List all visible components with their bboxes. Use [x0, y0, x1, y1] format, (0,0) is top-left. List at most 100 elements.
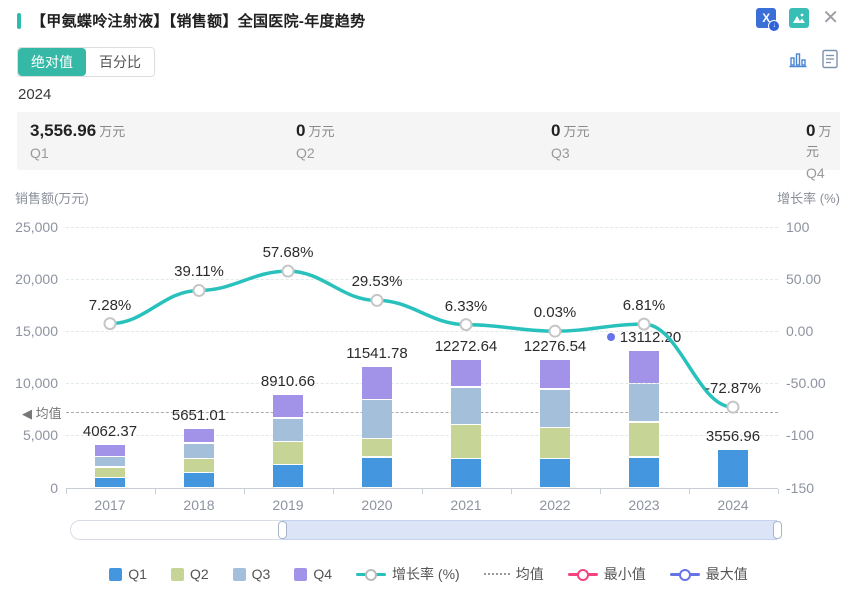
legend-label: Q1 [128, 566, 147, 582]
report-document-icon[interactable] [821, 49, 839, 69]
growth-rate-label: 7.28% [88, 296, 132, 314]
bar-segment-q1-2023[interactable] [629, 457, 659, 488]
datazoom-slider-window[interactable] [282, 520, 777, 540]
bar-segment-q4-2019[interactable] [273, 394, 303, 418]
image-export-icon[interactable] [789, 8, 810, 28]
summary-q3: 0 万元 Q3 [551, 121, 589, 161]
legend-item-q4[interactable]: Q4 [294, 566, 332, 582]
x-axis-category-label: 2017 [94, 496, 126, 513]
growth-point-2019[interactable] [281, 264, 295, 278]
growth-point-2024[interactable] [726, 400, 740, 414]
summary-q2: 0 万元 Q2 [296, 121, 334, 161]
legend-line-marker-swatch [669, 568, 700, 581]
bar-segment-q3-2021[interactable] [451, 387, 481, 425]
bar-segment-q3-2020[interactable] [362, 400, 392, 438]
legend-item-[interactable]: 最小值 [567, 564, 646, 584]
legend-item-[interactable]: 均值 [483, 564, 544, 584]
bar-total-value: 13112.20 [619, 328, 682, 346]
summary-q2-unit: 万元 [308, 124, 335, 139]
bar-total-value: 3556.96 [705, 428, 761, 446]
legend-item-[interactable]: 增长率 (%) [356, 564, 460, 584]
growth-rate-label: 6.33% [444, 297, 488, 315]
legend-label: 最大值 [705, 566, 748, 582]
bar-segment-q4-2021[interactable] [451, 359, 481, 387]
growth-rate-label: 39.11% [174, 263, 224, 281]
legend-line-marker-swatch [356, 568, 387, 581]
bar-chart-view-icon[interactable] [788, 49, 808, 69]
bar-segment-q1-2018[interactable] [184, 473, 214, 488]
bar-segment-q1-2022[interactable] [540, 459, 570, 488]
summary-q3-unit: 万元 [563, 124, 590, 139]
x-axis-tick [65, 488, 67, 494]
bar-segment-q2-2018[interactable] [184, 459, 214, 473]
bar-segment-q3-2019[interactable] [273, 418, 303, 441]
bar-total-label: 8910.66 [223, 373, 353, 390]
toggle-absolute-button[interactable]: 绝对值 [18, 48, 86, 76]
summary-q3-label: Q3 [551, 145, 570, 161]
growth-point-2020[interactable] [370, 293, 384, 307]
datazoom-right-handle[interactable] [772, 521, 782, 539]
x-axis-category-label: 2023 [628, 496, 660, 513]
datazoom-left-handle[interactable] [277, 521, 287, 539]
bar-segment-q3-2018[interactable] [184, 443, 214, 458]
bar-segment-q3-2023[interactable] [629, 384, 659, 422]
growth-point-2021[interactable] [459, 318, 473, 332]
bar-segment-q2-2019[interactable] [273, 442, 303, 464]
summary-q1-value: 3,556.96 [30, 121, 97, 140]
bar-segment-q4-2020[interactable] [362, 367, 392, 399]
bar-segment-q2-2021[interactable] [451, 425, 481, 458]
excel-export-icon[interactable]: X ↓ [756, 8, 781, 32]
bar-total-label: 3556.96 [668, 428, 798, 445]
current-year-label: 2024 [18, 86, 52, 103]
x-axis-tick [688, 488, 690, 494]
summary-q1-unit: 万元 [99, 124, 126, 139]
legend-item-q3[interactable]: Q3 [232, 566, 270, 582]
summary-q4-value: 0 [806, 121, 816, 140]
gridline [65, 227, 778, 228]
legend-dotted-line-swatch [483, 573, 510, 575]
growth-point-2018[interactable] [192, 283, 206, 297]
bar-segment-q2-2022[interactable] [540, 428, 570, 458]
bar-segment-q1-2024[interactable] [718, 450, 748, 488]
summary-q3-value: 0 [551, 121, 561, 140]
x-axis-category-label: 2024 [717, 496, 749, 513]
right-axis-tick-label: 0.00 [786, 323, 814, 340]
legend-item-q1[interactable]: Q1 [109, 566, 147, 582]
summary-q4-unit: 万元 [806, 124, 832, 159]
legend-item-[interactable]: 最大值 [669, 564, 748, 584]
legend-label: 最小值 [603, 566, 646, 582]
value-mode-toggle: 绝对值 百分比 [17, 47, 155, 77]
legend-item-q2[interactable]: Q2 [170, 566, 209, 582]
x-axis-tick [421, 488, 423, 494]
summary-q1: 3,556.96 万元 Q1 [30, 121, 125, 161]
bar-segment-q4-2018[interactable] [184, 428, 214, 443]
legend-label: 增长率 (%) [392, 566, 460, 582]
bar-segment-q2-2017[interactable] [95, 467, 125, 477]
bar-total-value: 11541.78 [346, 345, 408, 363]
bar-segment-q4-2023[interactable] [629, 350, 659, 383]
bar-total-label: 13112.20 [579, 329, 709, 346]
x-axis-category-label: 2018 [183, 496, 215, 513]
growth-point-2022[interactable] [548, 324, 562, 338]
bar-segment-q1-2017[interactable] [95, 478, 125, 488]
title-accent-bar [17, 12, 21, 29]
bar-segment-q1-2020[interactable] [362, 457, 392, 488]
bar-segment-q1-2019[interactable] [273, 465, 303, 488]
summary-q4: 0 万元 Q4 [806, 121, 840, 181]
toggle-percent-button[interactable]: 百分比 [86, 48, 154, 76]
legend-label: Q2 [189, 566, 209, 582]
x-axis-line [65, 487, 778, 489]
left-axis-tick-label: 25,000 [15, 219, 58, 235]
bar-segment-q2-2020[interactable] [362, 439, 392, 457]
close-icon[interactable]: ✕ [822, 7, 839, 29]
bar-segment-q4-2017[interactable] [95, 445, 125, 456]
bar-segment-q2-2023[interactable] [629, 422, 659, 457]
growth-rate-label: 57.68% [262, 244, 314, 262]
growth-point-2017[interactable] [103, 317, 117, 331]
bar-segment-q3-2022[interactable] [540, 389, 570, 428]
left-axis-tick-label: 15,000 [15, 323, 58, 340]
bar-segment-q1-2021[interactable] [451, 459, 481, 488]
growth-point-2023[interactable] [637, 317, 651, 331]
bar-segment-q3-2017[interactable] [95, 457, 125, 467]
bar-segment-q4-2022[interactable] [540, 359, 570, 389]
